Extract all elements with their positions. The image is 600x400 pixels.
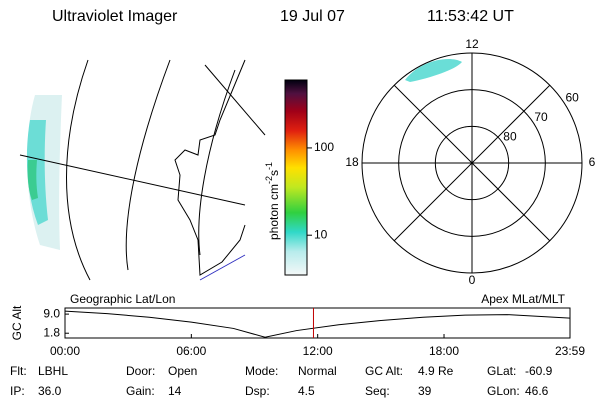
mlt-label: 12: [465, 37, 479, 51]
status-value: -60.9: [525, 364, 553, 378]
status-value: 46.6: [525, 384, 549, 398]
status-value: 14: [168, 384, 182, 398]
status-value: 39: [418, 384, 432, 398]
status-key: IP:: [10, 384, 25, 398]
colorbar: photon cm-2s-1 10 100: [264, 79, 334, 276]
y-tick-label: 1.8: [43, 325, 60, 339]
x-tick-label: 18:00: [429, 344, 459, 358]
x-tick-label: 23:59: [555, 344, 585, 358]
colorbar-label: photon cm-2s-1: [264, 162, 281, 240]
status-value: LBHL: [38, 364, 68, 378]
mlt-label: 6: [589, 155, 596, 169]
x-tick-label: 12:00: [303, 344, 333, 358]
x-tick-label: 06:00: [176, 344, 206, 358]
y-tick-label: 9.0: [43, 306, 60, 320]
colorbar-gradient: [284, 79, 308, 276]
status-key: Seq:: [365, 384, 390, 398]
mlt-line: [393, 84, 551, 242]
status-key: GC Alt:: [365, 364, 403, 378]
altitude-curve: [64, 310, 571, 338]
plot-title-left: Geographic Lat/Lon: [70, 292, 175, 306]
label-exp: -1: [264, 162, 274, 170]
label-text: photon cm: [267, 184, 281, 240]
aurora-blob: [405, 59, 462, 82]
title: Ultraviolet Imager: [52, 8, 178, 25]
status-value: 4.5: [298, 384, 315, 398]
status-key: GLat:: [487, 364, 516, 378]
colorbar-tick-label: 100: [314, 140, 334, 154]
status-key: Gain:: [126, 384, 155, 398]
label-exp: -2: [264, 176, 274, 184]
status-key: Door:: [126, 364, 155, 378]
time: 11:53:42 UT: [427, 8, 514, 25]
plot-frame: [64, 307, 571, 339]
status-value: Normal: [298, 364, 337, 378]
mlt-label: 0: [469, 273, 476, 287]
status-key: Flt:: [10, 364, 27, 378]
geo-image: [19, 59, 266, 281]
status-key: Dsp:: [245, 384, 270, 398]
plot-title-right: Apex MLat/MLT: [481, 292, 565, 306]
status-bar: Flt: LBHL Door: Open Mode: Normal GC Alt: 4.9 R…: [10, 364, 553, 398]
altitude-plot: Geographic Lat/Lon Apex MLat/MLT GC Alt 9.0…: [10, 292, 585, 358]
status-key: GLon:: [487, 384, 520, 398]
status-value: 4.9 Re: [418, 364, 454, 378]
lat-label: 80: [503, 129, 517, 143]
colorbar-tick-label: 10: [314, 227, 328, 241]
mlt-label: 18: [345, 155, 359, 169]
lat-label: 60: [565, 91, 579, 105]
y-axis-label: GC Alt: [10, 305, 24, 340]
status-value: Open: [168, 364, 197, 378]
label-text: s: [267, 170, 281, 176]
x-tick-label: 00:00: [50, 344, 80, 358]
date: 19 Jul 07: [280, 8, 345, 25]
lat-label: 70: [534, 110, 548, 124]
status-key: Mode:: [245, 364, 278, 378]
status-value: 36.0: [38, 384, 62, 398]
